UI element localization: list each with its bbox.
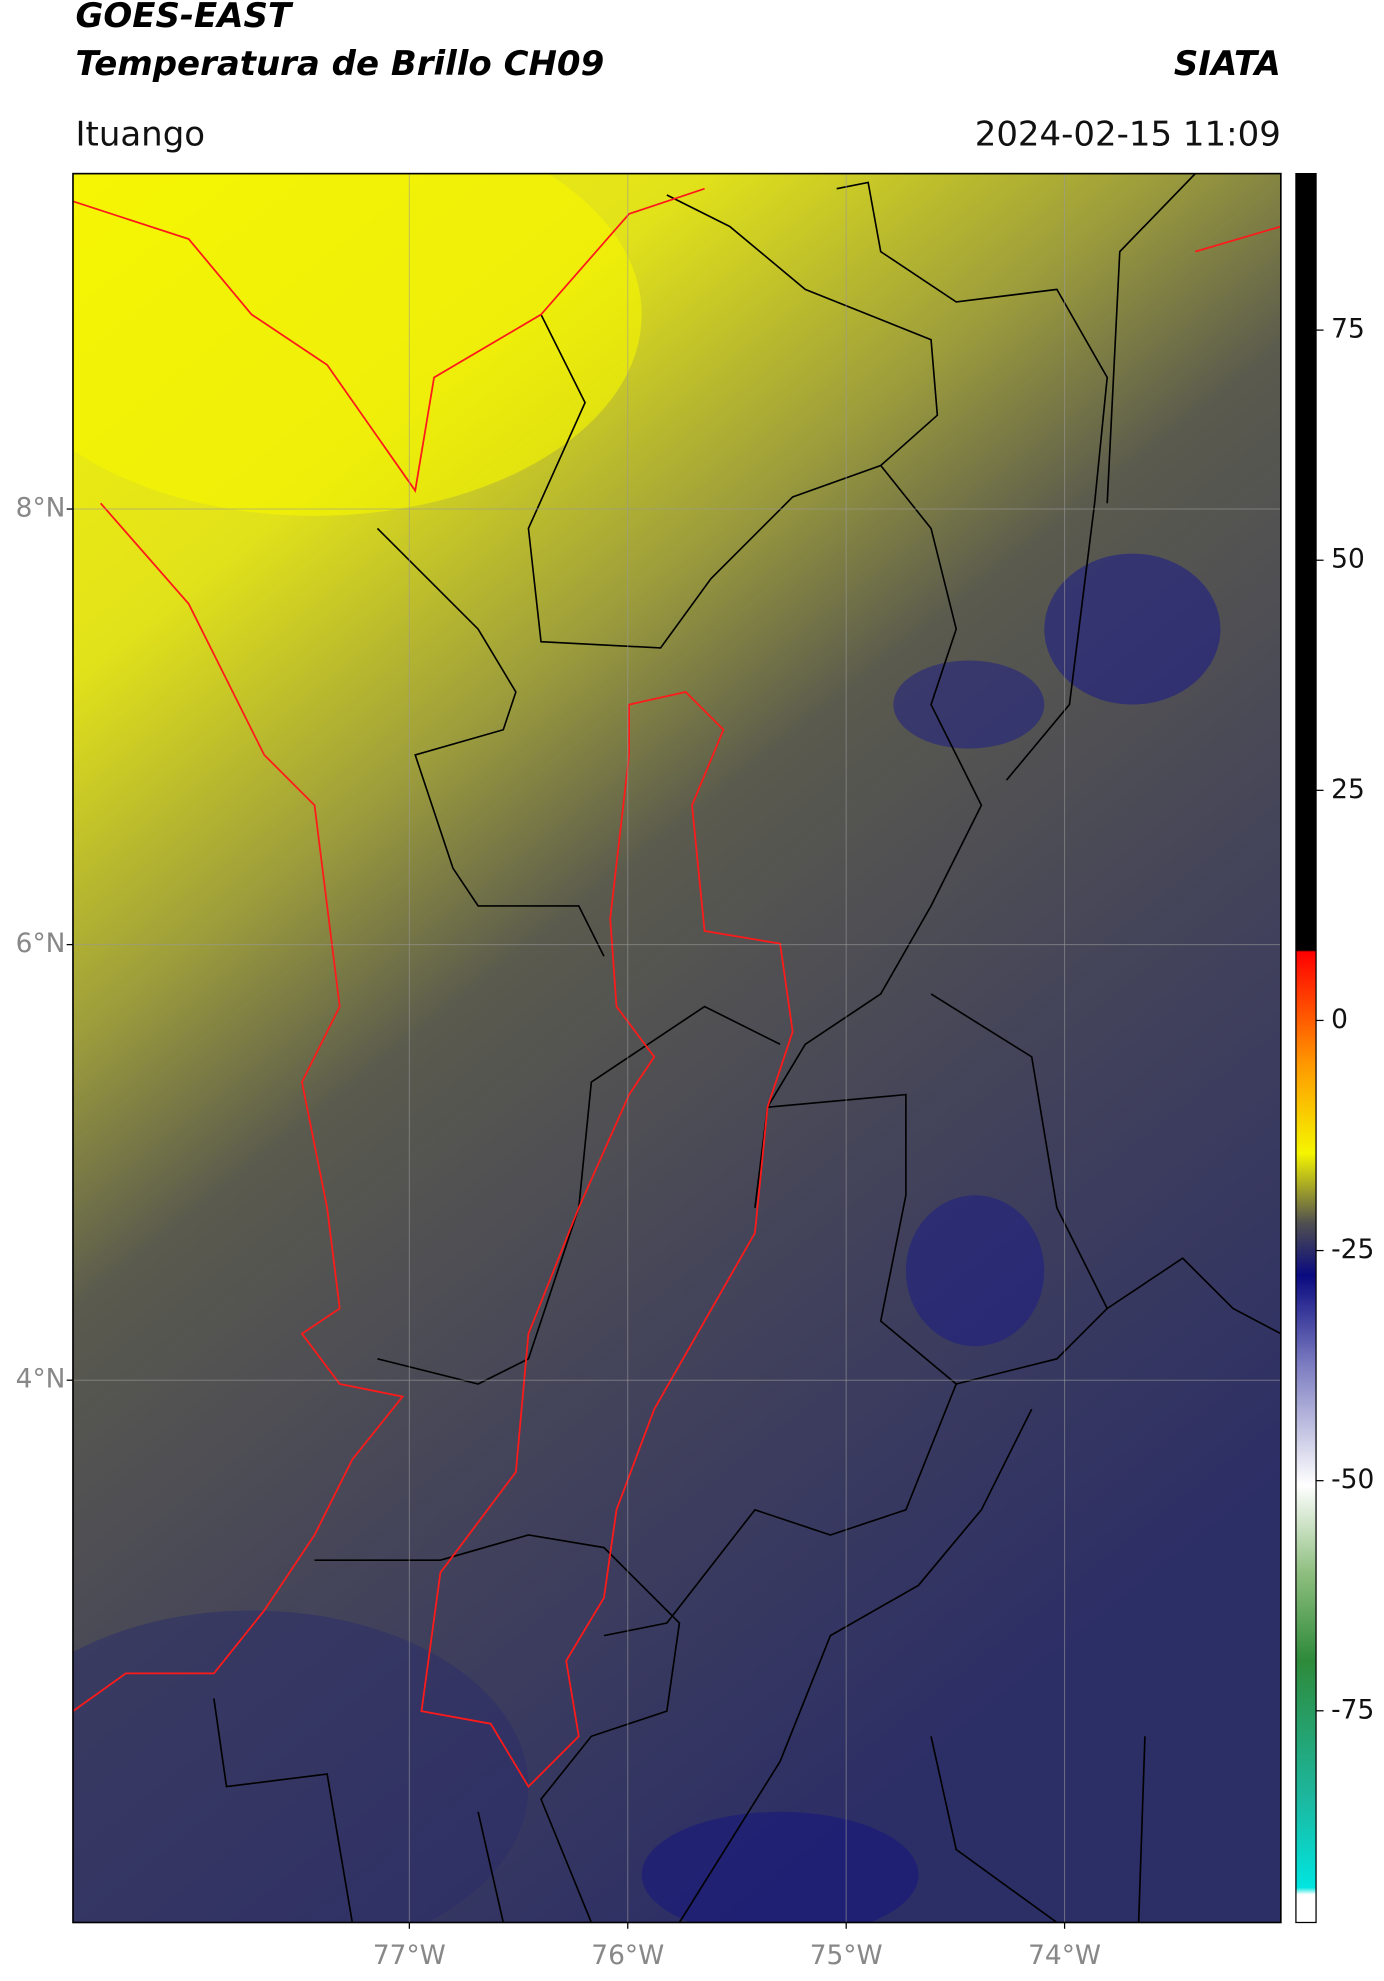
lat-tick-label: 8°N — [16, 493, 66, 524]
coastline-and-watershed — [72, 187, 1281, 1789]
colorbar-tick-label: 50 — [1331, 544, 1365, 575]
title: GOES-EAST — [75, 0, 293, 36]
agency: SIATA — [1174, 44, 1281, 84]
satellite-image — [72, 173, 1281, 1923]
colorbar-tick-label: -25 — [1331, 1234, 1374, 1265]
cloud-cluster — [893, 660, 1045, 749]
cloud-cluster — [905, 1195, 1045, 1347]
region: Ituango — [75, 114, 205, 154]
lat-tick-label: 4°N — [16, 1364, 66, 1395]
colorbar-tick-label: -50 — [1331, 1464, 1374, 1495]
graticule — [72, 173, 1281, 1923]
lon-tick-label: 74°W — [1028, 1940, 1101, 1971]
lon-tick-label: 75°W — [810, 1940, 883, 1971]
warm-region — [72, 173, 642, 516]
colorbar — [1295, 172, 1317, 1924]
cloud-cluster — [1044, 553, 1221, 705]
cloud-cluster — [641, 1811, 919, 1923]
subtitle: Temperatura de Brillo CH09 — [75, 44, 604, 84]
map-frame — [72, 172, 1282, 1924]
datetime: 2024-02-15 11:09 — [975, 114, 1281, 154]
colorbar-tick-label: 0 — [1331, 1004, 1348, 1035]
cool-region — [72, 1610, 529, 1923]
colorbar-tick-label: 25 — [1331, 774, 1365, 805]
colorbar-tick-label: 75 — [1331, 314, 1365, 345]
lon-tick-label: 77°W — [373, 1940, 446, 1971]
lon-tick-label: 76°W — [591, 1940, 664, 1971]
lat-tick-label: 6°N — [16, 928, 66, 959]
colorbar-tick-label: -75 — [1331, 1694, 1374, 1725]
